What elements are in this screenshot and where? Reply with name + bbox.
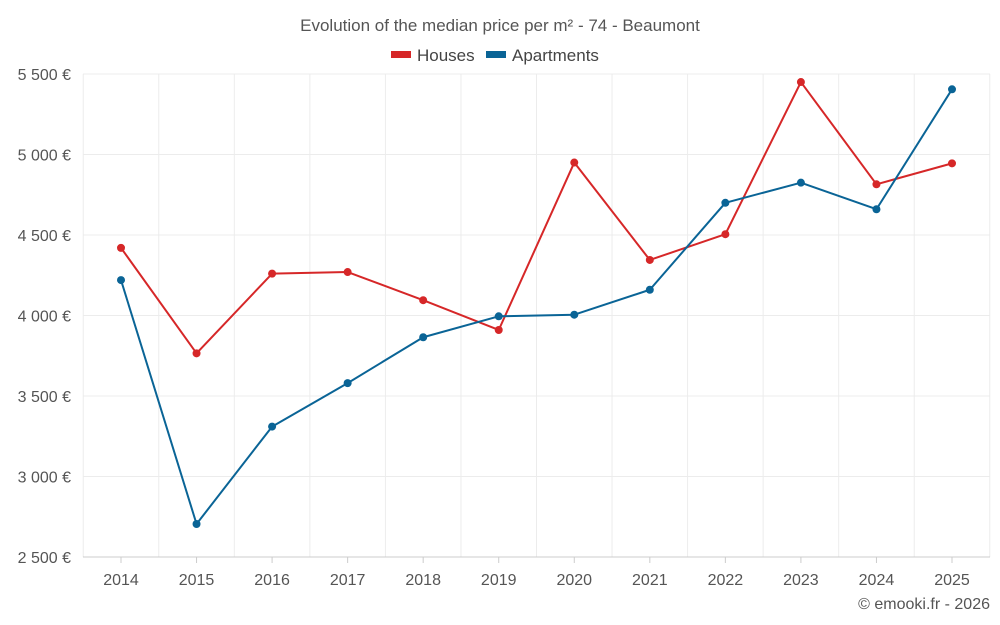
data-point-apartments[interactable] xyxy=(343,379,352,388)
x-tick-label: 2022 xyxy=(708,572,744,589)
data-point-houses[interactable] xyxy=(948,159,956,168)
x-tick-label: 2020 xyxy=(556,572,592,589)
y-tick-label: 3 500 € xyxy=(18,389,71,406)
data-point-houses[interactable] xyxy=(796,78,805,87)
data-point-apartments[interactable] xyxy=(645,285,654,294)
data-point-apartments[interactable] xyxy=(796,178,805,187)
x-tick-label: 2024 xyxy=(859,572,895,589)
series-line-houses xyxy=(120,81,953,355)
data-point-apartments[interactable] xyxy=(192,519,201,528)
series-layer xyxy=(117,78,956,528)
data-point-apartments[interactable] xyxy=(268,422,277,431)
x-tick-label: 2021 xyxy=(632,572,668,589)
data-point-houses[interactable] xyxy=(419,296,428,305)
data-point-houses[interactable] xyxy=(343,268,352,277)
x-tick-label: 2018 xyxy=(405,572,441,589)
data-point-houses[interactable] xyxy=(570,158,579,167)
x-axis: 2014 2015 2016 2017 2018 2019 2020 2021 2022 2023… xyxy=(83,556,990,589)
data-point-apartments[interactable] xyxy=(948,85,956,94)
y-tick-label: 3 000 € xyxy=(18,470,71,487)
data-point-apartments[interactable] xyxy=(570,310,579,319)
data-point-apartments[interactable] xyxy=(117,276,125,285)
data-point-houses[interactable] xyxy=(721,230,730,239)
x-tick-label: 2017 xyxy=(330,572,366,589)
chart-title: Evolution of the median price per m² - 7… xyxy=(300,16,700,35)
y-tick-label: 5 500 € xyxy=(18,67,71,84)
legend: Houses Apartments xyxy=(391,46,599,65)
x-tick-label: 2019 xyxy=(481,572,517,589)
legend-swatch-houses xyxy=(391,51,411,58)
x-tick-label: 2015 xyxy=(179,572,215,589)
data-point-houses[interactable] xyxy=(872,180,881,189)
credit-text: © emooki.fr - 2026 xyxy=(858,596,990,613)
data-point-houses[interactable] xyxy=(117,243,125,252)
data-point-houses[interactable] xyxy=(494,325,503,334)
x-tick-label: 2023 xyxy=(783,572,819,589)
legend-label-houses[interactable]: Houses xyxy=(417,46,475,65)
data-point-apartments[interactable] xyxy=(419,333,428,342)
data-point-apartments[interactable] xyxy=(872,205,881,214)
series-line-apartments xyxy=(120,88,953,525)
data-point-apartments[interactable] xyxy=(494,312,503,321)
y-tick-label: 4 000 € xyxy=(18,309,71,326)
data-point-houses[interactable] xyxy=(192,349,201,358)
data-point-houses[interactable] xyxy=(268,269,277,278)
x-tick-label: 2016 xyxy=(254,572,290,589)
data-point-apartments[interactable] xyxy=(721,198,730,207)
y-tick-label: 4 500 € xyxy=(18,228,71,245)
y-tick-label: 5 000 € xyxy=(18,148,71,165)
y-axis: 2 500 € 3 000 € 3 500 € 4 000 € 4 500 € 5 000… xyxy=(18,67,71,567)
legend-swatch-apartments xyxy=(486,51,506,58)
y-tick-label: 2 500 € xyxy=(18,550,71,567)
legend-label-apartments[interactable]: Apartments xyxy=(512,46,599,65)
x-tick-label: 2014 xyxy=(103,572,139,589)
x-tick-label: 2025 xyxy=(934,572,970,589)
data-point-houses[interactable] xyxy=(645,255,654,264)
